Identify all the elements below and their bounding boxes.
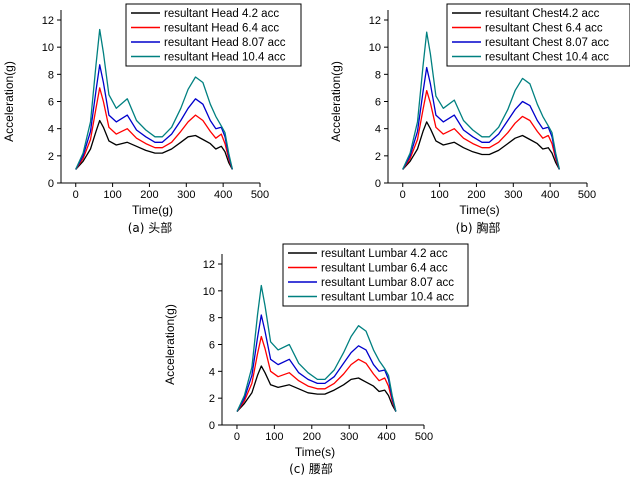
y-tick-label: 4 — [209, 366, 215, 378]
y-tick-label: 12 — [369, 15, 381, 27]
y-tick-label: 2 — [375, 151, 381, 163]
series-line-1 — [402, 121, 560, 170]
x-tick-label: 400 — [377, 431, 395, 443]
y-tick-label: 8 — [209, 313, 215, 325]
x-tick-label: 400 — [541, 189, 559, 201]
x-tick-label: 100 — [265, 431, 283, 443]
series-line-1 — [236, 365, 397, 413]
series-line-3 — [402, 66, 561, 170]
legend-label: resultant Chest 10.4 acc — [485, 52, 609, 64]
y-tick-label: 10 — [203, 286, 215, 298]
y-tick-label: 2 — [209, 393, 215, 405]
y-tick-label: 6 — [209, 340, 215, 352]
legend-label: resultant Lumbar 10.4 acc — [321, 292, 454, 304]
y-tick-label: 4 — [48, 124, 54, 136]
x-tick-label: 200 — [467, 189, 485, 201]
y-tick-label: 4 — [375, 124, 381, 136]
series-line-2 — [236, 335, 397, 412]
y-tick-label: 0 — [209, 420, 215, 432]
x-axis-title: Time(s) — [295, 445, 335, 459]
legend-box — [446, 3, 630, 67]
x-tick-label: 300 — [504, 189, 522, 201]
y-tick-label: 12 — [42, 15, 54, 27]
legend-label: resultant Lumbar 6.4 acc — [321, 263, 448, 275]
legend: resultant Lumbar 4.2 acc resultant Lumbar… — [282, 243, 469, 307]
series-line-4 — [236, 284, 397, 412]
legend-label: resultant Chest4.2 acc — [485, 8, 600, 20]
legend-box — [282, 243, 469, 307]
y-tick-label: 0 — [375, 178, 381, 190]
series-line-3 — [236, 314, 397, 412]
y-tick-label: 8 — [48, 69, 54, 81]
chart-caption: (a) 头部 — [128, 220, 173, 235]
series-line-4 — [402, 31, 561, 170]
y-tick-label: 10 — [42, 42, 54, 54]
x-tick-label: 200 — [303, 431, 321, 443]
series-line-3 — [75, 64, 234, 170]
chart-1: 0 100 200 300 400 500 0 2 4 6 8 10 12 Time(g) Accelera… — [2, 3, 302, 235]
series-line-2 — [402, 89, 561, 170]
x-axis-title: Time(s) — [459, 203, 499, 217]
x-tick-label: 500 — [251, 189, 269, 201]
legend-label: resultant Chest 6.4 acc — [485, 23, 603, 35]
y-axis-title: Acceleration(g) — [329, 61, 343, 142]
chart-caption: (c) 腰部 — [289, 461, 333, 476]
legend-label: resultant Lumbar 8.07 acc — [321, 277, 454, 289]
x-tick-label: 0 — [234, 431, 240, 443]
legend-label: resultant Lumbar 4.2 acc — [321, 248, 448, 260]
x-axis-title: Time(g) — [132, 203, 173, 217]
x-tick-label: 500 — [578, 189, 596, 201]
chart-caption: (b) 胸部 — [456, 220, 501, 235]
chart-3: 0 100 200 300 400 500 0 2 4 6 8 10 12 Time(s) Accelera… — [163, 243, 469, 476]
legend-box — [125, 3, 302, 67]
y-tick-label: 2 — [48, 151, 54, 163]
series-line-4 — [75, 28, 234, 170]
y-tick-label: 8 — [375, 69, 381, 81]
y-axis-title: Acceleration(g) — [2, 61, 16, 142]
y-tick-label: 6 — [48, 97, 54, 109]
y-tick-label: 0 — [48, 178, 54, 190]
legend: resultant Head 4.2 acc resultant Head 6.4… — [125, 3, 302, 67]
x-tick-label: 400 — [214, 189, 232, 201]
series-line-1 — [75, 119, 233, 170]
y-axis-title: Acceleration(g) — [163, 304, 177, 385]
y-tick-label: 6 — [375, 97, 381, 109]
legend-label: resultant Head 8.07 acc — [164, 37, 286, 49]
legend-label: resultant Head 6.4 acc — [164, 23, 279, 35]
x-tick-label: 0 — [400, 189, 406, 201]
series-line-2 — [75, 87, 234, 170]
x-tick-label: 100 — [103, 189, 121, 201]
x-tick-label: 300 — [177, 189, 195, 201]
x-tick-label: 300 — [340, 431, 358, 443]
legend-label: resultant Head 10.4 acc — [164, 52, 286, 64]
legend: resultant Chest4.2 acc resultant Chest 6.… — [446, 3, 630, 67]
x-tick-label: 100 — [430, 189, 448, 201]
x-tick-label: 0 — [73, 189, 79, 201]
y-tick-label: 12 — [203, 259, 215, 271]
chart-2: 0 100 200 300 400 500 0 2 4 6 8 10 12 Time(s) Accelera… — [329, 3, 630, 235]
legend-label: resultant Head 4.2 acc — [164, 8, 279, 20]
y-tick-label: 10 — [369, 42, 381, 54]
x-tick-label: 500 — [415, 431, 433, 443]
x-tick-label: 200 — [140, 189, 158, 201]
legend-label: resultant Chest 8.07 acc — [485, 37, 609, 49]
